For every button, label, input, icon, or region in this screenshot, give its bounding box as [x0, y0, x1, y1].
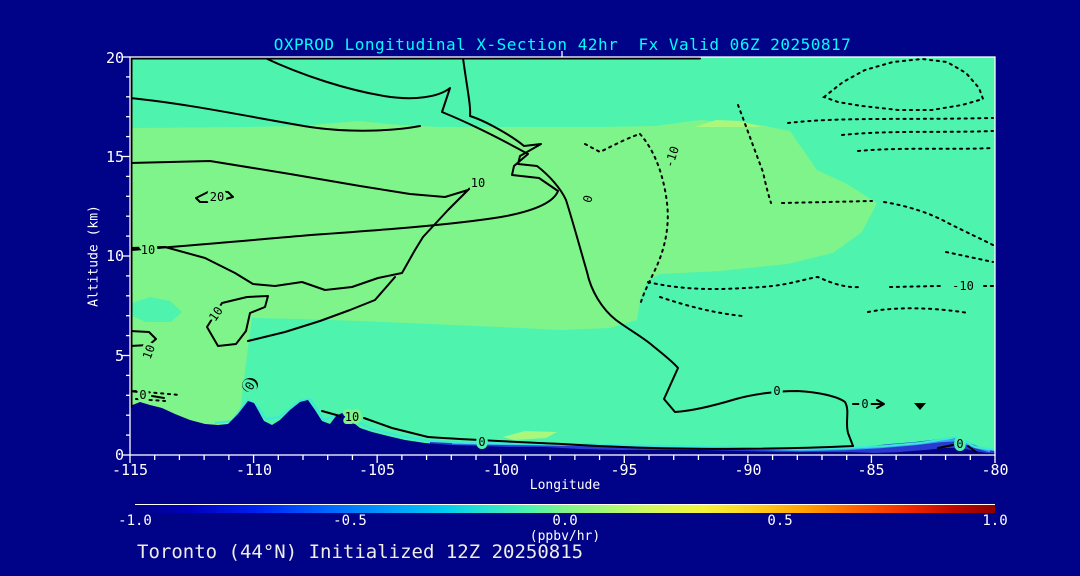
y-tick-label: 15	[105, 148, 124, 166]
colorbar-tick-label: 1.0	[982, 513, 1008, 529]
svg-text:0: 0	[956, 437, 963, 451]
fill-positive-region	[130, 120, 877, 455]
x-tick-label: -105	[358, 461, 396, 479]
colorbar-tick-label: -1.0	[118, 513, 152, 529]
x-tick-label: -80	[981, 461, 1009, 479]
svg-text:0: 0	[861, 397, 868, 411]
down-triangle-marker	[914, 403, 926, 410]
fill-aqua-patch	[132, 297, 182, 322]
axis-ticks	[122, 56, 996, 463]
x-axis-title: Longitude	[529, 478, 601, 493]
svg-text:10: 10	[471, 176, 485, 190]
fill-pale-patch	[503, 431, 557, 440]
svg-text:0: 0	[773, 384, 780, 398]
terrain-silhouette	[130, 400, 995, 455]
y-tick-label: 5	[114, 347, 124, 365]
svg-text:10: 10	[141, 243, 155, 257]
colorbar-tick-label: 0.5	[767, 513, 793, 529]
colorbar-tick-label: -0.5	[333, 513, 367, 529]
x-tick-label: -90	[734, 461, 762, 479]
x-tick-label: -100	[482, 461, 520, 479]
svg-text:-10: -10	[952, 279, 974, 293]
colorbar	[135, 504, 995, 513]
y-tick-label: 20	[105, 49, 124, 67]
colorbar-units-label: (ppbv/hr)	[529, 529, 601, 544]
contour-labels: 20 10 10 10 10 10 0 0 0 0 0 0 0 -10 -10	[136, 142, 976, 454]
svg-text:10: 10	[345, 410, 359, 424]
svg-text:0: 0	[478, 435, 485, 449]
svg-text:0: 0	[139, 388, 146, 402]
y-axis-title: Altitude (km)	[86, 205, 102, 307]
x-tick-label: -85	[857, 461, 885, 479]
x-tick-label: -115	[111, 461, 149, 479]
y-tick-label: 10	[105, 247, 124, 265]
station-init-label: Toronto (44°N) Initialized 12Z 20250815	[137, 541, 584, 563]
x-tick-label: -95	[610, 461, 638, 479]
colorbar-tick-label: 0.0	[552, 513, 578, 529]
surface-cyan-layer	[214, 397, 996, 451]
x-tick-label: -110	[235, 461, 273, 479]
dotted-contour-lines	[133, 57, 994, 402]
svg-text:20: 20	[210, 190, 224, 204]
chart-title: OXPROD Longitudinal X-Section 42hr Fx Va…	[273, 35, 852, 54]
y-tick-label: 0	[114, 446, 124, 464]
